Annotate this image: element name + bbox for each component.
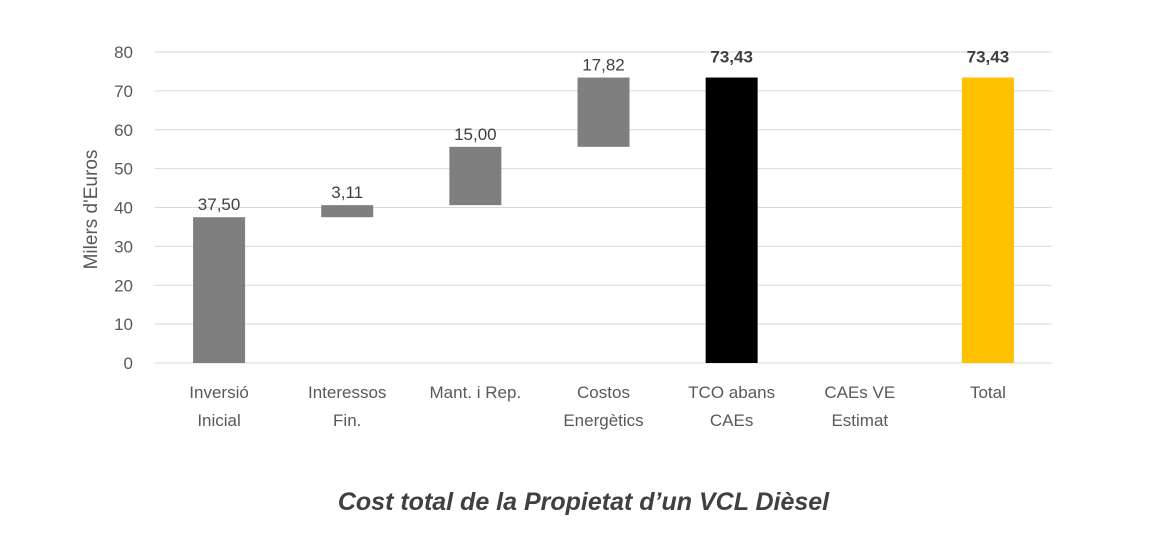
x-tick-label: Inversió	[189, 383, 249, 402]
data-label: 73,43	[710, 48, 753, 67]
x-tick-label: Estimat	[831, 411, 888, 430]
bar	[961, 77, 1014, 363]
y-axis-label: Milers d'Euros	[81, 150, 102, 270]
y-tick-label: 50	[114, 160, 133, 179]
x-tick-label: Fin.	[333, 411, 361, 430]
x-tick-label: CAEs	[710, 411, 753, 430]
y-tick-label: 20	[114, 276, 133, 295]
data-label: 73,43	[967, 48, 1010, 67]
data-label: 37,50	[198, 195, 241, 214]
y-tick-label: 30	[114, 237, 133, 256]
bar	[449, 146, 502, 206]
x-tick-label: Interessos	[308, 383, 386, 402]
y-tick-label: 80	[114, 43, 133, 62]
data-label: 15,00	[454, 125, 497, 144]
data-label: 17,82	[582, 56, 625, 75]
bar	[705, 77, 758, 363]
y-tick-label: 0	[124, 354, 133, 373]
data-label: 3,11	[331, 183, 363, 202]
x-tick-label: Total	[970, 383, 1006, 402]
x-tick-label: TCO abans	[688, 383, 775, 402]
y-tick-label: 40	[114, 199, 133, 218]
x-tick-label: CAEs VE	[824, 383, 895, 402]
x-tick-label: Inicial	[197, 411, 240, 430]
bar	[321, 205, 374, 218]
x-tick-label: Mant. i Rep.	[430, 383, 522, 402]
y-tick-label: 70	[114, 82, 133, 101]
x-tick-label: Costos	[577, 383, 630, 402]
y-tick-label: 10	[114, 315, 133, 334]
bar	[577, 77, 630, 147]
x-tick-label: Energètics	[563, 411, 643, 430]
bar	[193, 217, 246, 363]
y-tick-label: 60	[114, 121, 133, 140]
chart-title: Cost total de la Propietat d’un VCL Diès…	[337, 488, 830, 516]
